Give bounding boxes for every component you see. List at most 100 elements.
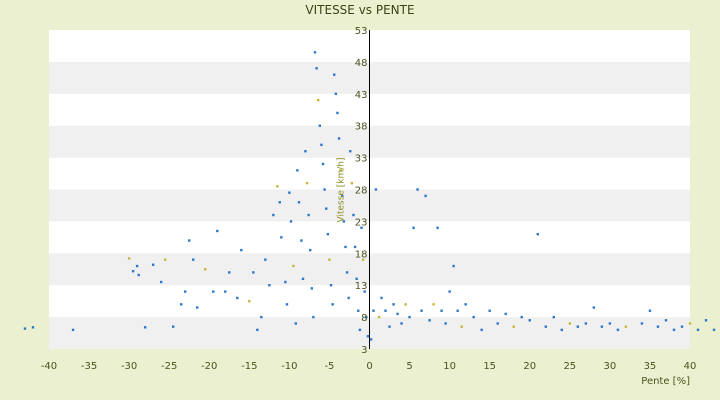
data-point	[131, 269, 135, 273]
data-point	[496, 322, 499, 325]
data-point	[180, 303, 183, 306]
data-point	[456, 309, 459, 312]
y-tick-label: 53	[355, 26, 368, 37]
data-point	[392, 303, 395, 306]
data-point	[71, 328, 75, 332]
data-point	[331, 303, 334, 306]
data-point	[342, 220, 346, 223]
x-tick-label: -20	[201, 361, 217, 372]
data-point	[321, 162, 325, 166]
data-point	[268, 284, 271, 287]
data-point	[480, 328, 483, 332]
data-point	[315, 67, 318, 70]
data-point	[377, 315, 381, 319]
data-point	[353, 245, 357, 249]
x-tick-label: 5	[406, 361, 412, 372]
x-tick-label: -35	[81, 361, 97, 372]
data-point	[440, 309, 443, 312]
data-point	[696, 328, 700, 332]
x-tick-label: 30	[604, 361, 617, 372]
data-point	[334, 92, 338, 95]
x-tick-label: -5	[324, 361, 334, 372]
data-point	[361, 258, 365, 261]
data-point	[318, 124, 322, 127]
data-point	[31, 326, 35, 329]
data-point	[344, 245, 347, 249]
data-point	[260, 315, 263, 319]
data-point	[280, 236, 283, 239]
data-point	[294, 322, 297, 325]
data-point	[347, 296, 350, 300]
data-point	[349, 150, 352, 153]
data-point	[552, 315, 555, 319]
data-point	[452, 264, 455, 268]
data-point	[188, 239, 191, 242]
data-point	[341, 194, 344, 198]
data-point	[272, 213, 275, 217]
data-point	[285, 303, 289, 306]
data-point	[339, 169, 342, 172]
data-point	[171, 325, 175, 328]
data-point	[345, 271, 349, 274]
x-tick-label: -10	[281, 361, 297, 372]
data-point	[688, 322, 692, 325]
data-point	[528, 319, 531, 322]
y-tick-label: 38	[355, 122, 368, 133]
data-point	[313, 51, 317, 54]
y-axis-title: Vitesse [km/h]	[337, 157, 347, 222]
data-point	[350, 181, 354, 185]
x-tick-label: 0	[366, 361, 372, 372]
x-tick-label: -30	[121, 361, 137, 372]
x-tick-label: -25	[161, 361, 177, 372]
y-tick-label: 3	[361, 345, 367, 356]
data-point	[520, 315, 523, 319]
data-point	[436, 226, 439, 229]
data-point	[264, 258, 267, 261]
x-tick-label: 10	[443, 361, 456, 372]
data-point	[712, 328, 716, 332]
data-point	[448, 290, 451, 293]
data-point	[329, 284, 333, 287]
data-point	[310, 287, 314, 290]
data-point	[384, 309, 387, 312]
data-point	[137, 273, 140, 277]
data-point	[304, 150, 307, 153]
data-point	[380, 296, 383, 300]
data-point	[432, 303, 435, 306]
data-point	[412, 226, 415, 229]
data-point	[396, 312, 399, 316]
x-tick-label: -40	[41, 361, 57, 372]
data-point	[320, 143, 323, 147]
data-point	[365, 315, 368, 319]
data-point	[212, 290, 215, 293]
data-point	[288, 191, 291, 194]
data-point	[360, 226, 363, 229]
data-point	[240, 248, 243, 252]
data-point	[640, 322, 644, 325]
data-point	[488, 309, 491, 312]
data-point	[408, 315, 411, 319]
data-point	[216, 229, 219, 233]
data-point	[672, 328, 676, 332]
y-tick-label: 13	[355, 281, 368, 292]
x-axis-title: Pente [%]	[641, 376, 690, 387]
y-tick-label: 23	[355, 217, 368, 228]
data-point	[624, 325, 628, 328]
data-point	[143, 326, 147, 329]
data-point	[312, 315, 315, 319]
data-point	[326, 232, 330, 236]
data-point	[127, 257, 131, 260]
y-tick-label: 8	[361, 313, 367, 324]
data-point	[236, 296, 239, 300]
data-point	[664, 319, 668, 322]
data-point	[374, 188, 378, 191]
data-point	[600, 325, 604, 328]
data-point	[608, 322, 612, 325]
data-point	[301, 277, 305, 281]
data-point	[296, 169, 299, 172]
data-point	[159, 280, 163, 284]
data-point	[333, 73, 336, 76]
data-point	[305, 181, 309, 185]
data-point	[366, 335, 370, 338]
